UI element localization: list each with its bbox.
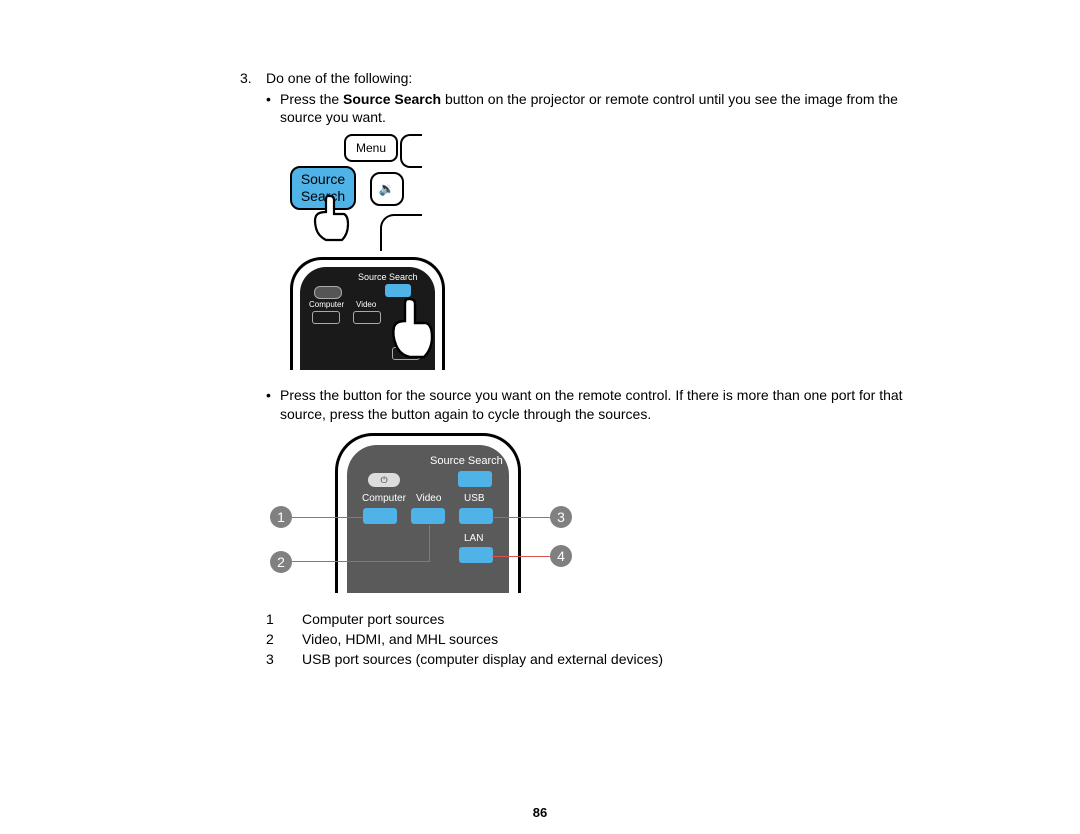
legend-text-1: Computer port sources xyxy=(302,611,444,627)
callout-line-2h xyxy=(292,561,430,562)
step-number: 3. xyxy=(240,70,266,86)
source-search-label: Source Search xyxy=(358,272,418,282)
video-button xyxy=(353,311,381,324)
legend-row-1: 1 Computer port sources xyxy=(266,611,940,627)
bullet-1-bold: Source Search xyxy=(343,91,441,107)
legend-num-2: 2 xyxy=(266,631,302,647)
step-3: 3. Do one of the following: xyxy=(240,70,940,86)
figure-projector-buttons: Menu Source Search 🔉 xyxy=(290,134,420,249)
video-label: Video xyxy=(416,493,441,504)
volume-button: 🔉 xyxy=(370,172,404,206)
figure-remote-callouts: Source Search ⏻ Computer Video USB LAN 1… xyxy=(270,433,590,593)
callout-1: 1 xyxy=(270,506,292,528)
lan-label: LAN xyxy=(464,533,483,544)
source-search-button-remote xyxy=(385,284,411,297)
usb-button xyxy=(459,508,493,524)
bullet-1-text: Press the Source Search button on the pr… xyxy=(280,90,940,126)
computer-button xyxy=(312,311,340,324)
computer-label: Computer xyxy=(362,493,406,504)
computer-label: Computer xyxy=(309,300,344,309)
step-title: Do one of the following: xyxy=(266,70,412,86)
legend-row-2: 2 Video, HDMI, and MHL sources xyxy=(266,631,940,647)
callout-2: 2 xyxy=(270,551,292,573)
legend-num-3: 3 xyxy=(266,651,302,667)
callout-line-2v xyxy=(429,525,430,562)
computer-button xyxy=(363,508,397,524)
bullet-dot: • xyxy=(266,386,280,422)
legend-num-1: 1 xyxy=(266,611,302,627)
callout-line-3 xyxy=(492,517,550,518)
page-number: 86 xyxy=(0,805,1080,820)
bullet-dot: • xyxy=(266,90,280,126)
power-button: ⏻ xyxy=(368,473,400,487)
callout-4: 4 xyxy=(550,545,572,567)
lan-button xyxy=(459,547,493,563)
callout-line-4 xyxy=(492,556,550,557)
usb-label: USB xyxy=(464,493,485,504)
legend-row-3: 3 USB port sources (computer display and… xyxy=(266,651,940,667)
bullet-1-prefix: Press the xyxy=(280,91,343,107)
bullet-1: • Press the Source Search button on the … xyxy=(266,90,940,126)
bullet-2: • Press the button for the source you wa… xyxy=(266,386,940,422)
hand-icon xyxy=(308,194,358,249)
partial-button-2 xyxy=(380,214,422,251)
video-label: Video xyxy=(356,300,376,309)
legend-text-3: USB port sources (computer display and e… xyxy=(302,651,663,667)
figure-remote-small: Source Search Computer Video xyxy=(290,257,445,372)
source-line1: Source xyxy=(292,171,354,188)
bullet-2-text: Press the button for the source you want… xyxy=(280,386,940,422)
menu-button: Menu xyxy=(344,134,398,162)
video-button xyxy=(411,508,445,524)
legend-text-2: Video, HDMI, and MHL sources xyxy=(302,631,498,647)
source-search-label: Source Search xyxy=(430,455,503,467)
partial-button-1 xyxy=(400,134,422,168)
callout-3: 3 xyxy=(550,506,572,528)
callout-line-1 xyxy=(292,517,363,518)
power-button xyxy=(314,286,342,299)
hand-icon xyxy=(388,297,438,367)
source-search-button-remote xyxy=(458,471,492,487)
